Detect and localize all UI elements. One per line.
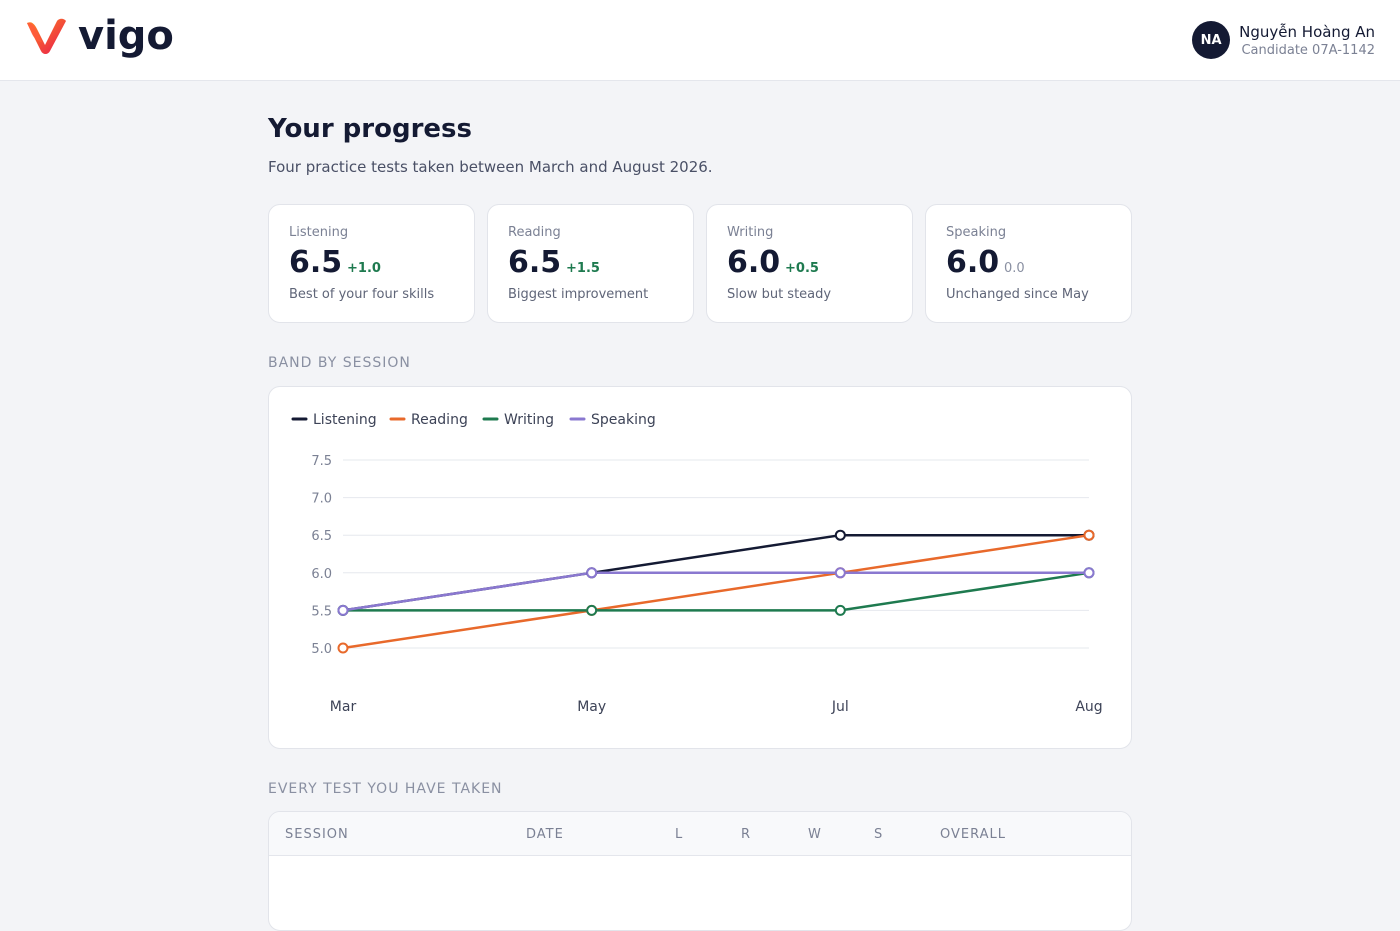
card-speaking: Speaking 6.0 0.0 Unchanged since May [925, 204, 1132, 323]
col-header-writing[interactable]: W [808, 827, 822, 842]
card-reading: Reading 6.5 +1.5 Biggest improvement [487, 204, 694, 323]
legend-label-writing: Writing [504, 412, 554, 428]
table-header-row: SESSION DATE L R W S OVERALL [269, 812, 1131, 856]
data-point-writing [586, 604, 598, 616]
card-delta: +0.5 [785, 261, 819, 276]
x-tick-label: Mar [330, 699, 357, 715]
y-tick-label: 5.5 [311, 604, 332, 619]
candidate-id: Candidate 07A-1142 [1241, 42, 1375, 58]
brand-name: vigo [78, 13, 174, 59]
x-tick-label: Aug [1075, 699, 1102, 715]
data-point-listening [834, 529, 846, 541]
top-bar: vigo NA Nguyễn Hoàng An Candidate 07A-11… [0, 0, 1400, 81]
card-value: 6.0 [727, 245, 781, 280]
vigo-logo-icon [27, 18, 66, 54]
col-header-session[interactable]: SESSION [285, 827, 349, 842]
card-value: 6.5 [289, 245, 343, 280]
y-tick-label: 6.0 [311, 567, 332, 582]
series-line-speaking [342, 571, 1089, 612]
card-note: Best of your four skills [289, 287, 435, 302]
y-tick-label: 6.5 [311, 529, 332, 544]
card-label: Speaking [946, 225, 1007, 240]
card-value: 6.0 [946, 245, 1000, 280]
data-point-speaking [337, 604, 349, 616]
data-point-speaking [834, 567, 846, 579]
card-label: Writing [727, 225, 774, 240]
skill-summary-cards: Listening 6.5 +1.0 Best of your four ski… [268, 204, 1132, 323]
col-header-date[interactable]: DATE [526, 827, 564, 842]
card-label: Listening [289, 225, 349, 240]
card-note: Slow but steady [727, 287, 832, 302]
y-tick-label: 5.0 [311, 642, 332, 657]
col-header-listening[interactable]: L [675, 827, 684, 842]
col-header-overall[interactable]: OVERALL [940, 827, 1006, 842]
x-tick-label: May [577, 699, 606, 715]
card-delta: +1.5 [566, 261, 600, 276]
tests-table: SESSION DATE L R W S OVERALL [268, 811, 1132, 931]
chart-section-heading: BAND BY SESSION [268, 355, 411, 371]
card-value: 6.5 [508, 245, 562, 280]
page-subtitle: Four practice tests taken between March … [268, 158, 713, 176]
user-name: Nguyễn Hoàng An [1239, 22, 1375, 41]
page-title: Your progress [268, 114, 473, 144]
y-tick-label: 7.0 [311, 492, 332, 507]
x-tick-label: Jul [831, 699, 849, 715]
series-line-writing [343, 571, 1090, 612]
band-chart-card: Listening Reading Writing Speaking 7.5 7.0 6.5… [268, 386, 1132, 749]
data-point-writing [834, 604, 846, 616]
card-writing: Writing 6.0 +0.5 Slow but steady [706, 204, 913, 323]
brand-logo[interactable]: vigo [24, 14, 174, 58]
legend-label-reading: Reading [411, 412, 468, 428]
band-line-chart: Listening Reading Writing Speaking 7.5 7.0 6.5… [291, 412, 1103, 715]
series-line-reading [342, 533, 1090, 650]
card-note: Biggest improvement [508, 287, 649, 302]
card-label: Reading [508, 225, 561, 240]
card-delta: +1.0 [347, 261, 381, 276]
data-point-reading [337, 642, 349, 654]
legend-label-listening: Listening [313, 412, 377, 428]
user-menu[interactable]: NA Nguyễn Hoàng An Candidate 07A-1142 [1192, 21, 1375, 59]
col-header-reading[interactable]: R [741, 827, 752, 842]
data-point-speaking [1083, 567, 1095, 579]
card-note: Unchanged since May [946, 287, 1089, 302]
col-header-speaking[interactable]: S [874, 827, 884, 842]
table-section-heading: EVERY TEST YOU HAVE TAKEN [268, 781, 503, 797]
legend-label-speaking: Speaking [591, 412, 656, 428]
card-listening: Listening 6.5 +1.0 Best of your four ski… [268, 204, 475, 323]
data-point-speaking [586, 567, 598, 579]
avatar[interactable]: NA [1192, 21, 1231, 59]
data-point-reading [1083, 529, 1095, 541]
card-delta: 0.0 [1004, 261, 1025, 276]
y-tick-label: 7.5 [311, 454, 332, 469]
